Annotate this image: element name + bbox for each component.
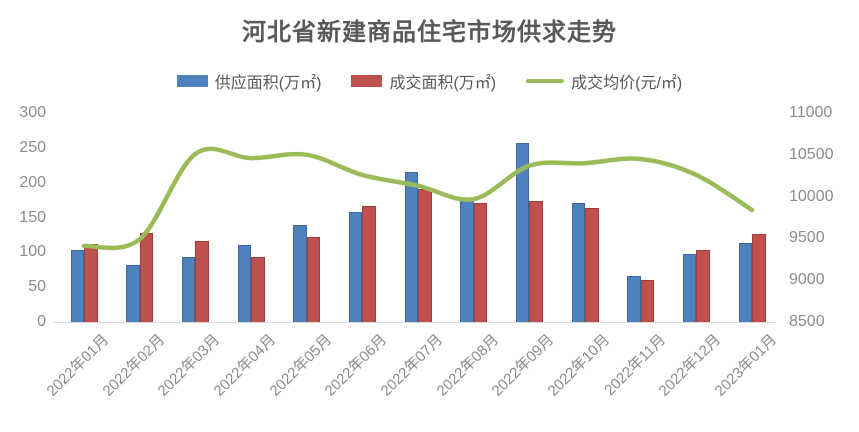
bar-supply-area-2023年01月 (738, 243, 752, 322)
legend-label-avg-price: 成交均价(元/㎡) (571, 75, 683, 92)
bar-supply-area-2022年08月 (460, 200, 474, 322)
bar-sold-area-2022年03月 (195, 241, 209, 322)
bar-sold-area-2022年12月 (696, 250, 710, 322)
bar-supply-area-2022年12月 (682, 253, 697, 322)
left-axis-tick-100: 100 (19, 243, 46, 261)
legend-item-sold-area: 成交面积(万㎡) (351, 69, 496, 93)
chart-title: 河北省新建商品住宅市场供求走势 (242, 19, 617, 46)
bar-sold-area-2022年04月 (251, 257, 265, 322)
bar-supply-area-2022年07月 (404, 172, 418, 322)
bar-sold-area-2022年07月 (418, 188, 432, 322)
right-axis-tick-11000: 11000 (789, 104, 833, 121)
right-axis-tick-9000: 9000 (789, 271, 825, 289)
right-axis-tick-10000: 10000 (789, 187, 834, 205)
bar-sold-area-2022年02月 (139, 232, 154, 322)
bar-supply-area-2022年10月 (571, 202, 585, 322)
bar-sold-area-2022年08月 (473, 202, 488, 322)
bar-sold-area-2022年09月 (529, 200, 543, 322)
bar-sold-area-2022年10月 (585, 207, 599, 322)
legend-item-supply-area: 供应面积(万㎡) (176, 69, 322, 93)
legend-swatch-avg-price-line-icon (526, 79, 565, 83)
bar-supply-area-2022年02月 (126, 264, 140, 322)
left-axis-tick-200: 200 (19, 173, 46, 191)
bar-supply-area-2022年04月 (237, 244, 251, 322)
bar-supply-area-2022年03月 (181, 257, 196, 322)
bar-sold-area-2022年06月 (362, 205, 376, 322)
bar-supply-area-2022年09月 (515, 142, 530, 322)
bar-sold-area-2022年01月 (84, 243, 98, 322)
left-axis-tick-150: 150 (19, 208, 46, 226)
left-axis-tick-50: 50 (28, 278, 46, 296)
right-axis-tick-8500: 8500 (789, 313, 825, 330)
left-axis-tick-0: 0 (37, 313, 46, 330)
legend-label-supply-area: 供应面积(万㎡) (214, 75, 322, 92)
bar-supply-area-2022年01月 (70, 250, 84, 322)
x-axis-line (53, 322, 775, 323)
legend-label-sold-area: 成交面积(万㎡) (389, 75, 497, 92)
bar-sold-area-2022年11月 (640, 280, 655, 322)
right-axis-tick-9500: 9500 (789, 229, 825, 247)
left-axis-tick-250: 250 (19, 138, 46, 156)
bar-supply-area-2022年05月 (293, 225, 307, 322)
chart-legend: 供应面积(万㎡) 成交面积(万㎡) 成交均价(元/㎡) (0, 68, 859, 94)
legend-swatch-sold-area-bar-icon (351, 75, 383, 87)
right-axis-tick-10500: 10500 (789, 145, 834, 163)
bar-supply-area-2022年11月 (627, 276, 641, 322)
legend-swatch-supply-area-bar-icon (176, 75, 208, 87)
bar-supply-area-2022年06月 (348, 211, 363, 322)
bar-sold-area-2023年01月 (752, 234, 766, 322)
left-axis-tick-300: 300 (19, 104, 46, 121)
bar-sold-area-2022年05月 (306, 237, 321, 322)
legend-item-avg-price: 成交均价(元/㎡) (526, 69, 682, 93)
